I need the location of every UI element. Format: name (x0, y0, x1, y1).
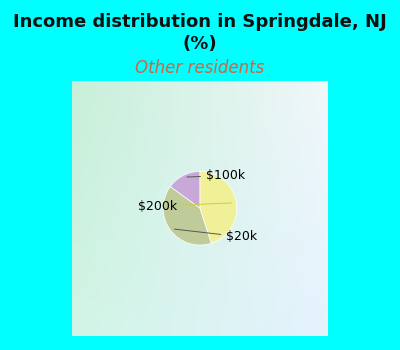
Text: $100k: $100k (187, 169, 245, 182)
Wedge shape (200, 172, 237, 243)
Text: Income distribution in Springdale, NJ
(%): Income distribution in Springdale, NJ (%… (13, 13, 387, 53)
Text: $20k: $20k (174, 229, 258, 243)
Text: $200k: $200k (138, 200, 232, 213)
Wedge shape (170, 172, 200, 208)
Text: Other residents: Other residents (135, 59, 265, 77)
Wedge shape (163, 187, 211, 245)
